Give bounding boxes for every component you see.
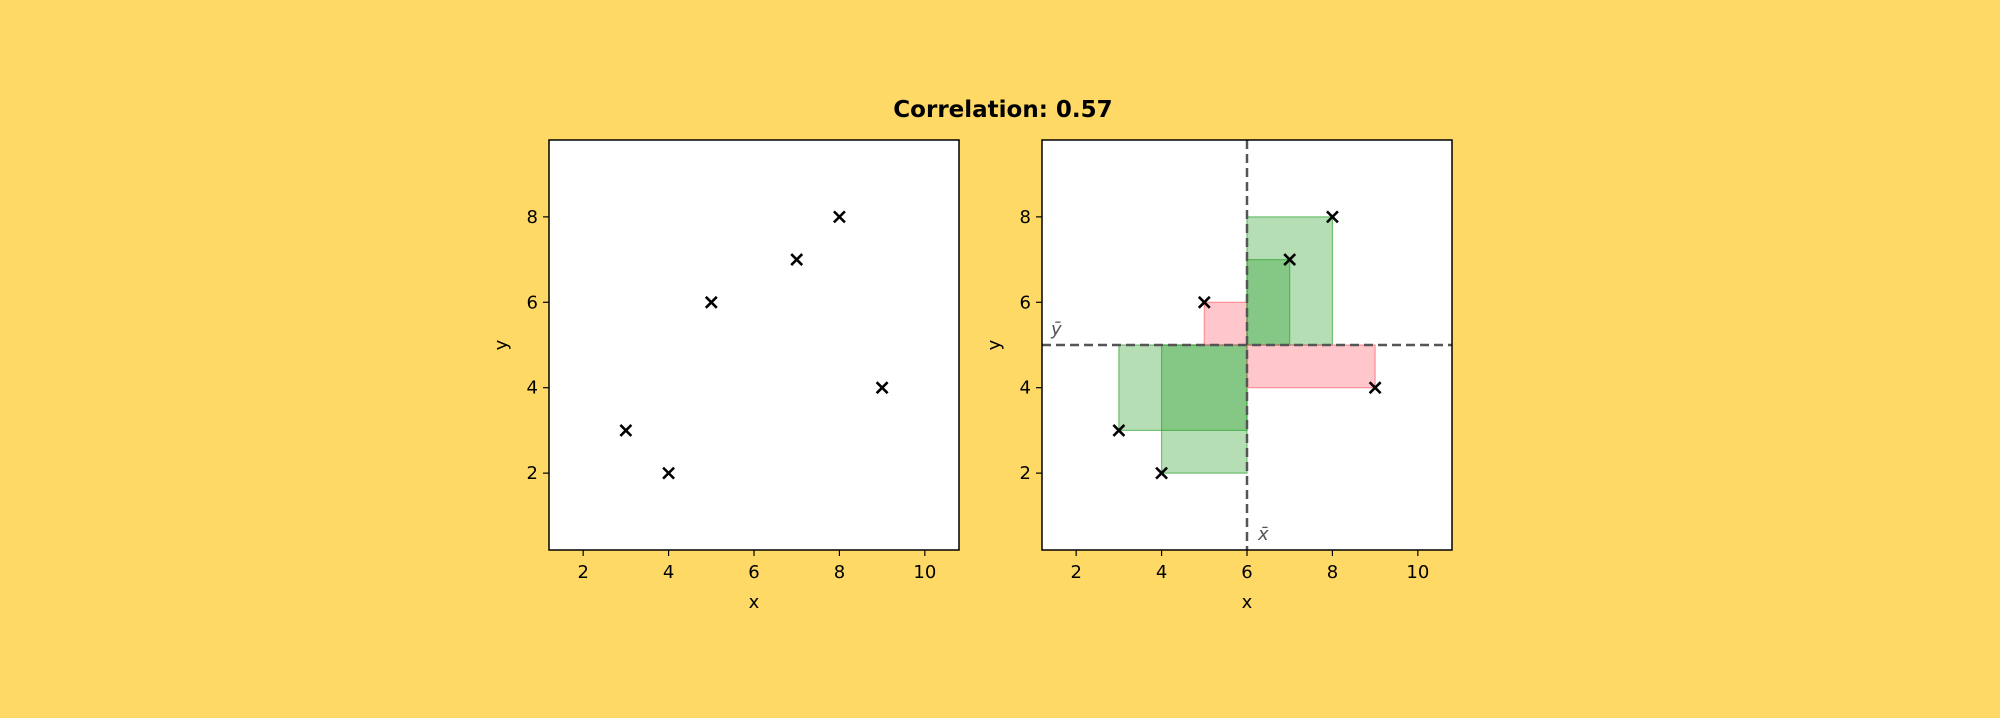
marker-stroke bbox=[619, 423, 633, 437]
y-mean-label: ȳ bbox=[1050, 319, 1062, 340]
deviation-rect-4 bbox=[1246, 216, 1334, 346]
x-tick-label: 8 bbox=[834, 562, 845, 583]
marker-stroke bbox=[790, 253, 804, 267]
data-point-1 bbox=[662, 466, 676, 480]
y-tick-label: 4 bbox=[527, 378, 538, 399]
deviation-rect-5 bbox=[1246, 344, 1376, 389]
y-tick-label: 8 bbox=[527, 207, 538, 228]
marker-stroke bbox=[1325, 210, 1339, 224]
marker-stroke bbox=[662, 466, 676, 480]
marker-stroke bbox=[1155, 466, 1169, 480]
marker-stroke bbox=[1112, 423, 1126, 437]
y-tick-label: 8 bbox=[1020, 207, 1031, 228]
deviation-rect-1 bbox=[1160, 344, 1248, 474]
data-point-1 bbox=[1155, 466, 1169, 480]
x-tick-label: 10 bbox=[913, 562, 936, 583]
plot-area bbox=[549, 140, 959, 550]
y-tick-label: 6 bbox=[1020, 292, 1031, 313]
x-tick-label: 4 bbox=[1156, 562, 1167, 583]
marker-stroke bbox=[1368, 381, 1382, 395]
marker-stroke bbox=[832, 210, 846, 224]
y-axis-label: y bbox=[491, 339, 512, 350]
data-point-2 bbox=[704, 295, 718, 309]
data-point-5 bbox=[875, 381, 889, 395]
deviation-rect-3 bbox=[1246, 258, 1291, 346]
data-point-5 bbox=[1368, 381, 1382, 395]
x-mean-label: x̄ bbox=[1257, 524, 1269, 545]
y-tick-label: 2 bbox=[1020, 463, 1031, 484]
y-tick-label: 4 bbox=[1020, 378, 1031, 399]
marker-stroke bbox=[875, 381, 889, 395]
data-point-2 bbox=[1197, 295, 1211, 309]
data-point-4 bbox=[832, 210, 846, 224]
x-tick-label: 4 bbox=[663, 562, 674, 583]
x-tick-label: 6 bbox=[748, 562, 759, 583]
data-point-0 bbox=[1112, 423, 1126, 437]
x-tick-label: 8 bbox=[1327, 562, 1338, 583]
x-tick-label: 2 bbox=[1070, 562, 1081, 583]
scatter-plot-right-with-deviation-rectangles: x̄ ȳ 2 4 6 8 10 2 4 6 8 x y bbox=[984, 139, 1453, 613]
data-point-4 bbox=[1325, 210, 1339, 224]
data-point-0 bbox=[619, 423, 633, 437]
x-tick-label: 2 bbox=[577, 562, 588, 583]
data-point-3 bbox=[1283, 253, 1297, 267]
y-tick-label: 6 bbox=[527, 292, 538, 313]
y-axis-label: y bbox=[984, 339, 1005, 350]
x-tick-label: 6 bbox=[1241, 562, 1252, 583]
marker-stroke bbox=[1197, 295, 1211, 309]
marker-stroke bbox=[704, 295, 718, 309]
y-tick-label: 2 bbox=[527, 463, 538, 484]
data-point-3 bbox=[790, 253, 804, 267]
x-axis-label: x bbox=[749, 592, 760, 613]
marker-stroke bbox=[1283, 253, 1297, 267]
chart-title: Correlation: 0.57 bbox=[893, 97, 1112, 123]
deviation-rect-2 bbox=[1203, 301, 1248, 346]
x-axis-label: x bbox=[1242, 592, 1253, 613]
scatter-plot-left: 2 4 6 8 10 2 4 6 8 x y bbox=[491, 139, 960, 613]
x-tick-label: 10 bbox=[1406, 562, 1429, 583]
